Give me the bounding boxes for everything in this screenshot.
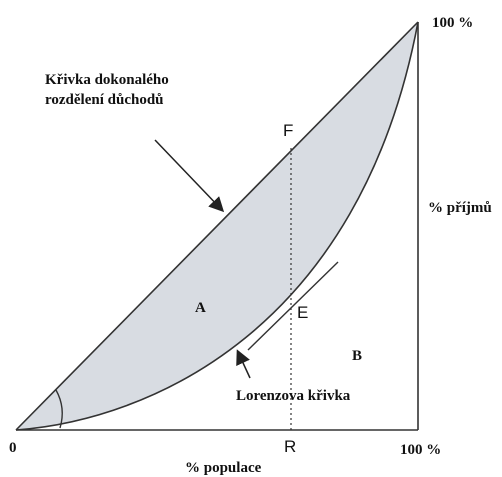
label: 0 bbox=[9, 440, 17, 456]
diagonal-arrow bbox=[154, 139, 225, 213]
lorenz-curve bbox=[15, 21, 419, 431]
label: E bbox=[297, 303, 308, 322]
label: 100 % bbox=[400, 442, 441, 458]
label: R bbox=[284, 437, 296, 456]
label: A bbox=[195, 300, 206, 316]
label: 100 % bbox=[432, 15, 473, 31]
label: Křivka dokonalého bbox=[45, 72, 169, 88]
equality-line bbox=[15, 21, 419, 431]
tangent bbox=[247, 261, 339, 351]
curve-arrow bbox=[236, 349, 251, 379]
angle-arc bbox=[55, 389, 63, 429]
label: B bbox=[352, 348, 362, 364]
label: Lorenzova křivka bbox=[236, 388, 351, 404]
label: % příjmů bbox=[428, 200, 492, 216]
label: F bbox=[283, 121, 293, 140]
label: % populace bbox=[185, 460, 262, 476]
label: rozdělení důchodů bbox=[45, 92, 164, 108]
